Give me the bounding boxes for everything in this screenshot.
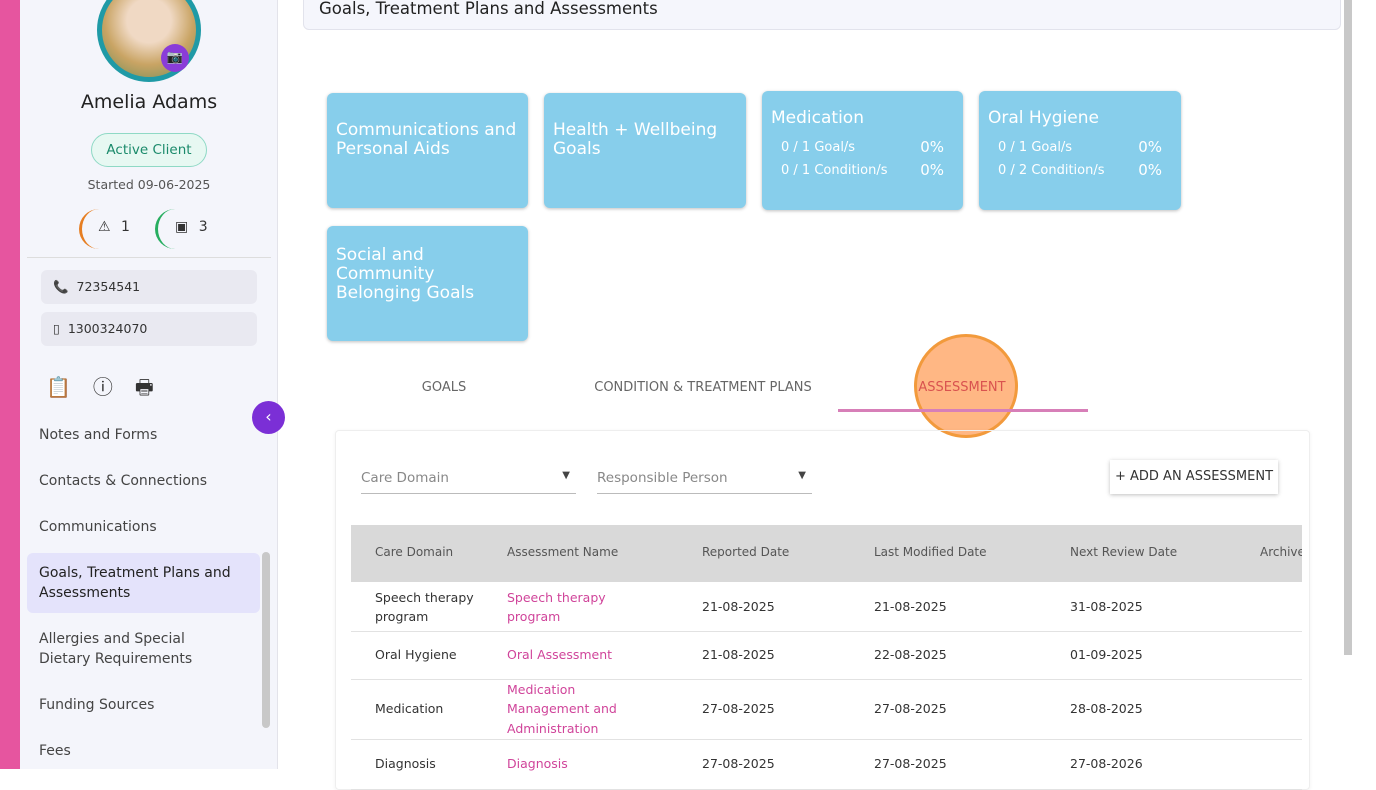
table-cell: Diagnosis: [375, 756, 436, 772]
row-label: 0 / 1 Goal/s: [781, 140, 856, 155]
table-header: [351, 525, 1302, 582]
tab[interactable]: CONDITION & TREATMENT PLANS: [594, 380, 812, 395]
domain-card[interactable]: Health + Wellbeing Goals: [544, 93, 746, 208]
alert-count[interactable]: ⚠ 1: [98, 219, 130, 235]
alert-value: 1: [121, 219, 130, 235]
row-label: 0 / 1 Goal/s: [998, 140, 1073, 155]
nav-item[interactable]: Fees: [39, 743, 71, 759]
nav-item[interactable]: Communications: [39, 519, 157, 535]
column-header: Reported Date: [702, 545, 790, 559]
card-row: 0 / 1 Goal/s 0%: [771, 138, 954, 157]
domain-card[interactable]: Medication 0 / 1 Goal/s 0% 0 / 1 Conditio…: [762, 91, 963, 210]
card-title: Medication: [771, 108, 864, 128]
sidebar-scrollbar: [262, 552, 270, 728]
filter[interactable]: Care Domain ▼: [361, 470, 576, 494]
table-cell: 27-08-2025: [874, 756, 947, 772]
table-cell: 27-08-2025: [874, 701, 947, 717]
mobile: 1300324070: [67, 321, 148, 336]
main-scrollbar: [1344, 0, 1352, 655]
nav-item[interactable]: Contacts & Connections: [39, 473, 208, 489]
nav-active-bg: [27, 553, 260, 613]
table-cell: 21-08-2025: [702, 647, 775, 663]
row-label: 0 / 2 Condition/s: [998, 163, 1105, 178]
phone-box: 📞 72354541: [41, 270, 257, 304]
add-button[interactable]: + ADD AN ASSESSMENT: [1110, 460, 1278, 494]
side-strip: [0, 0, 20, 769]
table-cell: 01-09-2025: [1070, 647, 1143, 663]
card-title: Health + Wellbeing Goals: [553, 120, 718, 159]
card-title: Communications and Personal Aids: [336, 120, 517, 159]
nav-item[interactable]: Funding Sources: [39, 697, 155, 713]
card-row: 0 / 2 Condition/s 0%: [988, 161, 1172, 180]
client-name: Amelia Adams: [80, 91, 218, 113]
domain-card[interactable]: Social and Community Belonging Goals: [327, 226, 528, 341]
assessment-link[interactable]: Medication Management and Administration: [507, 681, 617, 736]
divider: [27, 257, 271, 258]
domain-card[interactable]: Oral Hygiene 0 / 1 Goal/s 0% 0 / 2 Condit…: [979, 91, 1181, 210]
collapse-button[interactable]: ‹: [252, 401, 285, 434]
table-cell: 27-08-2026: [1070, 756, 1143, 772]
card-row: 0 / 1 Goal/s 0%: [988, 138, 1172, 157]
assessment-link[interactable]: Speech therapy program: [507, 589, 606, 625]
domain-card[interactable]: Communications and Personal Aids: [327, 93, 528, 208]
nav-item[interactable]: Notes and Forms: [39, 427, 158, 443]
column-header: Assessment Name: [507, 545, 619, 559]
row-pct: 0%: [1138, 138, 1162, 156]
table-cell: 22-08-2025: [874, 647, 947, 663]
doc-ring: [155, 209, 195, 249]
phone: 72354541: [76, 279, 141, 294]
filter-label: Responsible Person: [597, 470, 728, 486]
column-header: Last Modified Date: [874, 545, 987, 559]
row-pct: 0%: [920, 138, 944, 156]
start-date: Started 09-06-2025: [87, 177, 211, 192]
action-icons[interactable]: 📋ⓘ🖶: [46, 375, 176, 399]
filter-label: Care Domain: [361, 470, 449, 486]
nav-item[interactable]: Allergies and Special Dietary Requiremen…: [39, 631, 193, 667]
alert-ring: [79, 209, 119, 249]
filter[interactable]: Responsible Person ▼: [597, 470, 812, 494]
page-header: Goals, Treatment Plans and Assessments: [303, 0, 1341, 30]
assessment-link[interactable]: Oral Assessment: [507, 647, 613, 663]
table-cell: 21-08-2025: [702, 599, 775, 615]
row-divider: [351, 739, 1302, 740]
doc-value: 3: [198, 219, 208, 235]
mobile-box: ▯ 1300324070: [41, 312, 257, 346]
row-label: 0 / 1 Condition/s: [781, 163, 888, 178]
column-header: Care Domain: [375, 545, 454, 559]
status-pill: Active Client: [91, 133, 207, 167]
table-cell: Medication: [375, 701, 444, 717]
table-cell: 27-08-2025: [702, 756, 775, 772]
table-cell: 21-08-2025: [874, 599, 947, 615]
table-cell: 28-08-2025: [1070, 701, 1143, 717]
row-divider: [351, 679, 1302, 680]
row-divider: [351, 631, 1302, 632]
row-pct: 0%: [1138, 161, 1162, 179]
card-title: Oral Hygiene: [988, 108, 1099, 128]
tab[interactable]: GOALS: [421, 380, 467, 395]
card-row: 0 / 1 Condition/s 0%: [771, 161, 954, 180]
doc-count[interactable]: ▣ 3: [175, 219, 208, 235]
table-cell: Oral Hygiene: [375, 647, 457, 663]
click-highlight: [914, 334, 1018, 438]
row-pct: 0%: [920, 161, 944, 179]
column-header: Archive: [1260, 545, 1302, 559]
table-cell: Speech therapy program: [375, 589, 474, 625]
card-title: Social and Community Belonging Goals: [336, 245, 475, 303]
camera-button[interactable]: 📷: [161, 44, 189, 72]
table-cell: 31-08-2025: [1070, 599, 1143, 615]
nav-item-active[interactable]: Goals, Treatment Plans and Assessments: [39, 565, 231, 601]
column-header: Next Review Date: [1070, 545, 1178, 559]
tab-indicator: [838, 409, 1088, 412]
sidebar: [20, 0, 278, 769]
tab-active[interactable]: ASSESSMENT: [918, 380, 1006, 395]
assessment-link[interactable]: Diagnosis: [507, 756, 568, 772]
table-cell: 27-08-2025: [702, 701, 775, 717]
